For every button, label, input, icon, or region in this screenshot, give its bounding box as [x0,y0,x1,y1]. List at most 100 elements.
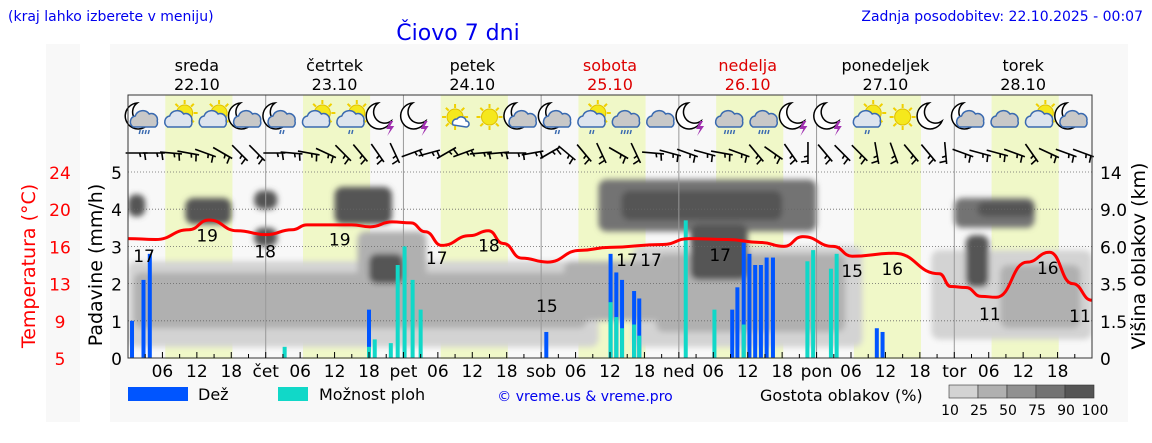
temperature-label: 11 [979,305,1001,325]
x-tick-label: 06 [702,362,724,382]
barb-tick [756,158,763,165]
temp-axis-panel [46,44,80,422]
wind-barb [871,142,880,164]
barb-tick [910,154,914,160]
barb-shaft [231,144,249,162]
barb-shaft [693,149,716,157]
shower-bar [418,309,423,358]
wind-barb [194,148,217,163]
wind-barb [280,151,303,161]
x-tick-label: 18 [771,362,793,382]
barb-shaft [851,144,868,162]
lightning-bolt [386,121,395,136]
day-date: 27.10 [863,75,909,94]
temperature-label: 16 [1037,259,1059,279]
cloud-area [621,190,783,221]
x-tick-label: tor [942,362,966,382]
barb-tick [890,159,898,165]
wind-barb [1003,148,1026,163]
barb-shaft [521,150,544,156]
moon-thunder-icon [813,102,842,136]
wind-barb [297,150,320,162]
barb-shaft [194,148,217,158]
sun-ray [587,103,593,108]
cloud-rain-icon [611,110,641,135]
wind-barb [800,142,809,164]
cloud-height-axis-title: Višina oblakov (km) [1128,163,1150,350]
cloud-density-swatch [1035,384,1066,399]
barb-tick [800,160,809,163]
wind-barb [608,146,629,164]
x-tick-label: 06 [289,362,311,382]
rain-drop [629,129,632,135]
barb-shaft [401,148,423,158]
barb-tick [310,153,313,158]
sun-ray [460,107,465,112]
precip-tick-label: 2 [111,276,122,296]
cloud-area [334,186,392,225]
shower-bar [620,328,625,358]
temperature-label: 17 [616,251,638,271]
moon-shape [916,102,944,130]
sun-ray [479,107,484,112]
wind-barb [177,150,200,162]
wind-barb [436,146,459,160]
wind-barb [748,144,765,165]
cloud-density-legend-label: Gostota oblakov (%) [760,386,923,405]
barb-tick [1030,154,1035,160]
temperature-label: 19 [329,231,351,251]
region-menu-link[interactable]: (kraj lahko izberete v meniju) [8,9,214,25]
barb-shaft [177,150,200,156]
barb-shaft [1038,147,1060,159]
barb-tick [986,154,989,163]
moon-cloud-drizzle-icon [262,102,296,135]
sun-ray [908,107,913,112]
cloud-shape [129,110,159,128]
wind-barb [1024,143,1039,165]
drizzle-drop [864,129,867,135]
barb-shaft [920,144,937,162]
wind-barb [142,152,165,161]
barb-tick [483,152,486,157]
wind-barb [231,144,249,165]
cloud-shape [164,110,193,128]
rain-bar [730,309,735,358]
barb-shaft [834,144,851,162]
barb-tick [173,153,176,158]
sun-ray [1035,103,1040,108]
drizzle-drop [557,129,561,135]
shower-bar [632,324,637,358]
cloud-shape [646,110,675,128]
wind-barb [710,150,733,162]
barb-tick [190,153,193,158]
rain-drop [626,129,629,135]
moon-cloud-icon [227,102,262,130]
sun-ray [190,103,195,108]
moon-shape [778,102,807,130]
credit-link[interactable]: © vreme.us & vreme.pro [497,389,672,405]
barb-shaft [160,151,183,155]
barb-tick [999,153,1002,158]
precip-tick-label: 3 [111,238,122,258]
sun-disc [481,108,498,126]
wind-barb [370,143,385,165]
sun-ray [445,122,450,127]
barb-tick [1003,154,1006,163]
x-tick-label: 12 [186,362,208,382]
shower-bar [372,339,377,358]
drizzle-drop [867,129,870,135]
day-name: sreda [175,56,219,75]
barb-tick [1019,155,1023,163]
sun-cloud-drizzle-icon [336,100,370,135]
x-tick-label: 12 [461,362,483,382]
barb-shaft [710,150,733,156]
temperature-label: 18 [478,236,500,256]
barb-tick [452,148,459,156]
temperature-label: 16 [881,260,903,280]
wind-barb [969,149,991,163]
barb-shaft [453,148,475,158]
moon-shape [813,102,841,130]
cloud-shape [542,110,572,128]
precip-tick-label: 4 [111,201,122,221]
wind-barb [558,145,576,165]
